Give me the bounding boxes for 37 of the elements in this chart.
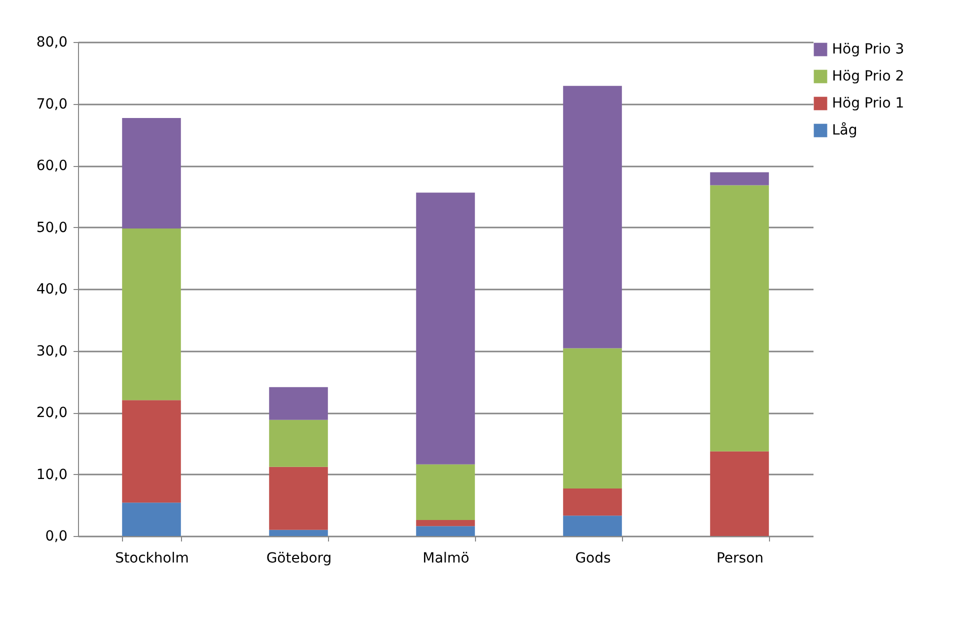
- x-tick-label: Gods: [575, 550, 611, 566]
- legend-label: Hög Prio 2: [832, 68, 904, 84]
- bar: [416, 526, 475, 536]
- y-tick-label: 60,0: [36, 158, 68, 174]
- x-tick-label: Stockholm: [115, 550, 189, 566]
- bar: [710, 172, 769, 186]
- y-tick-label: 30,0: [36, 343, 68, 360]
- bar: [269, 530, 328, 536]
- legend-label: Låg: [832, 122, 858, 138]
- bar: [122, 400, 181, 503]
- y-tick-label: 40,0: [36, 282, 68, 298]
- y-tick-label: 50,0: [36, 220, 68, 236]
- legend-label: Hög Prio 3: [832, 42, 904, 58]
- bar: [710, 185, 769, 452]
- y-tick-label: 70,0: [36, 96, 68, 112]
- y-tick-label: 0,0: [45, 528, 68, 544]
- bar: [710, 451, 769, 536]
- bar: [269, 387, 328, 420]
- bar: [269, 466, 328, 530]
- bar: [269, 420, 328, 467]
- bar: [122, 502, 181, 536]
- legend-label: Hög Prio 1: [832, 96, 904, 112]
- y-tick-label: 20,0: [36, 405, 68, 421]
- y-tick-label: 80,0: [36, 34, 68, 50]
- bar: [122, 118, 181, 228]
- x-tick-label: Malmö: [422, 550, 470, 566]
- x-tick-label: Person: [716, 550, 764, 566]
- bar: [416, 464, 475, 520]
- bar: [416, 192, 475, 464]
- bar: [563, 488, 622, 516]
- bar: [563, 348, 622, 488]
- x-tick-label: Göteborg: [266, 550, 332, 566]
- y-tick-label: 10,0: [36, 466, 68, 483]
- bar: [563, 86, 622, 348]
- bar: [122, 228, 181, 400]
- bar: [563, 516, 622, 536]
- bar: [416, 520, 475, 526]
